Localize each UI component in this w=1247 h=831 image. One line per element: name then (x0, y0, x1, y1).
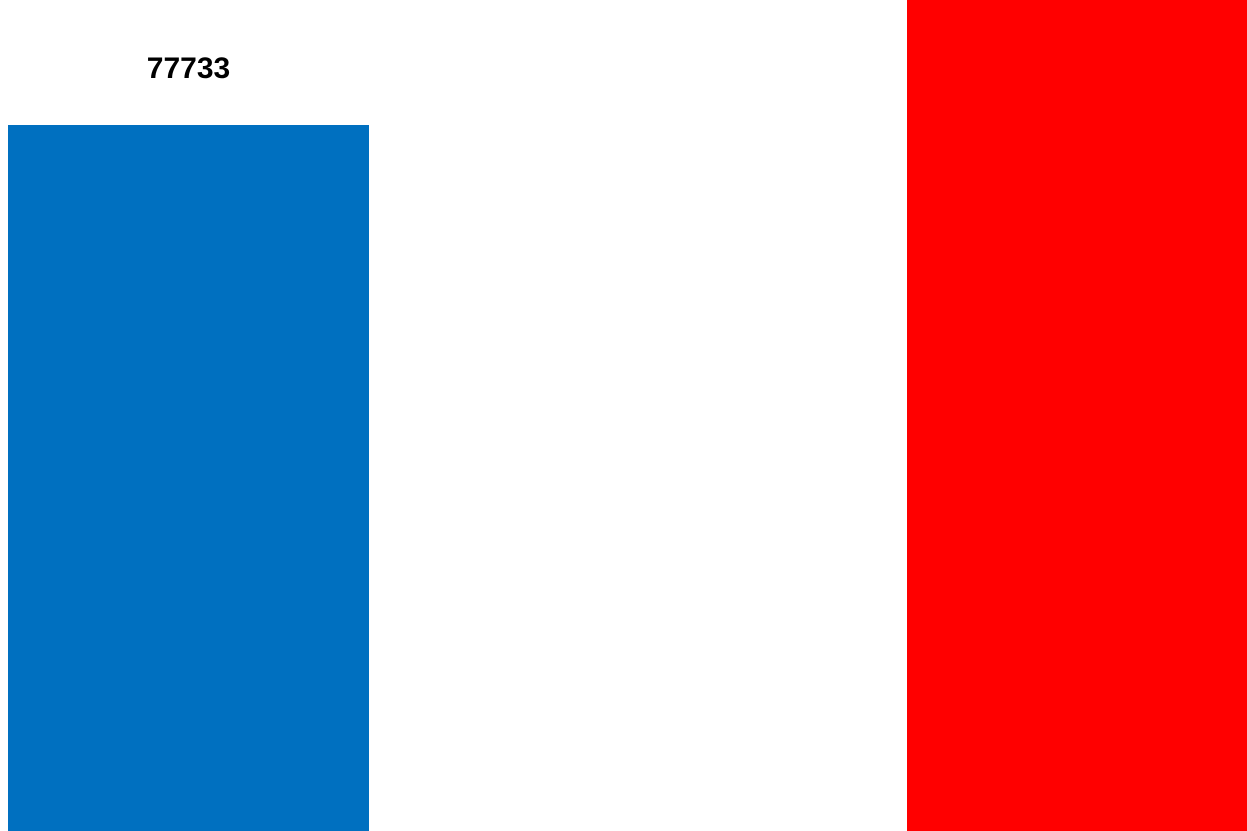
data-label-1: 77733 (147, 52, 230, 85)
bars-group (8, 0, 1247, 831)
bar-1 (8, 125, 369, 831)
bar-2 (907, 0, 1247, 831)
data-labels-group: 7773385200 (147, 52, 230, 85)
